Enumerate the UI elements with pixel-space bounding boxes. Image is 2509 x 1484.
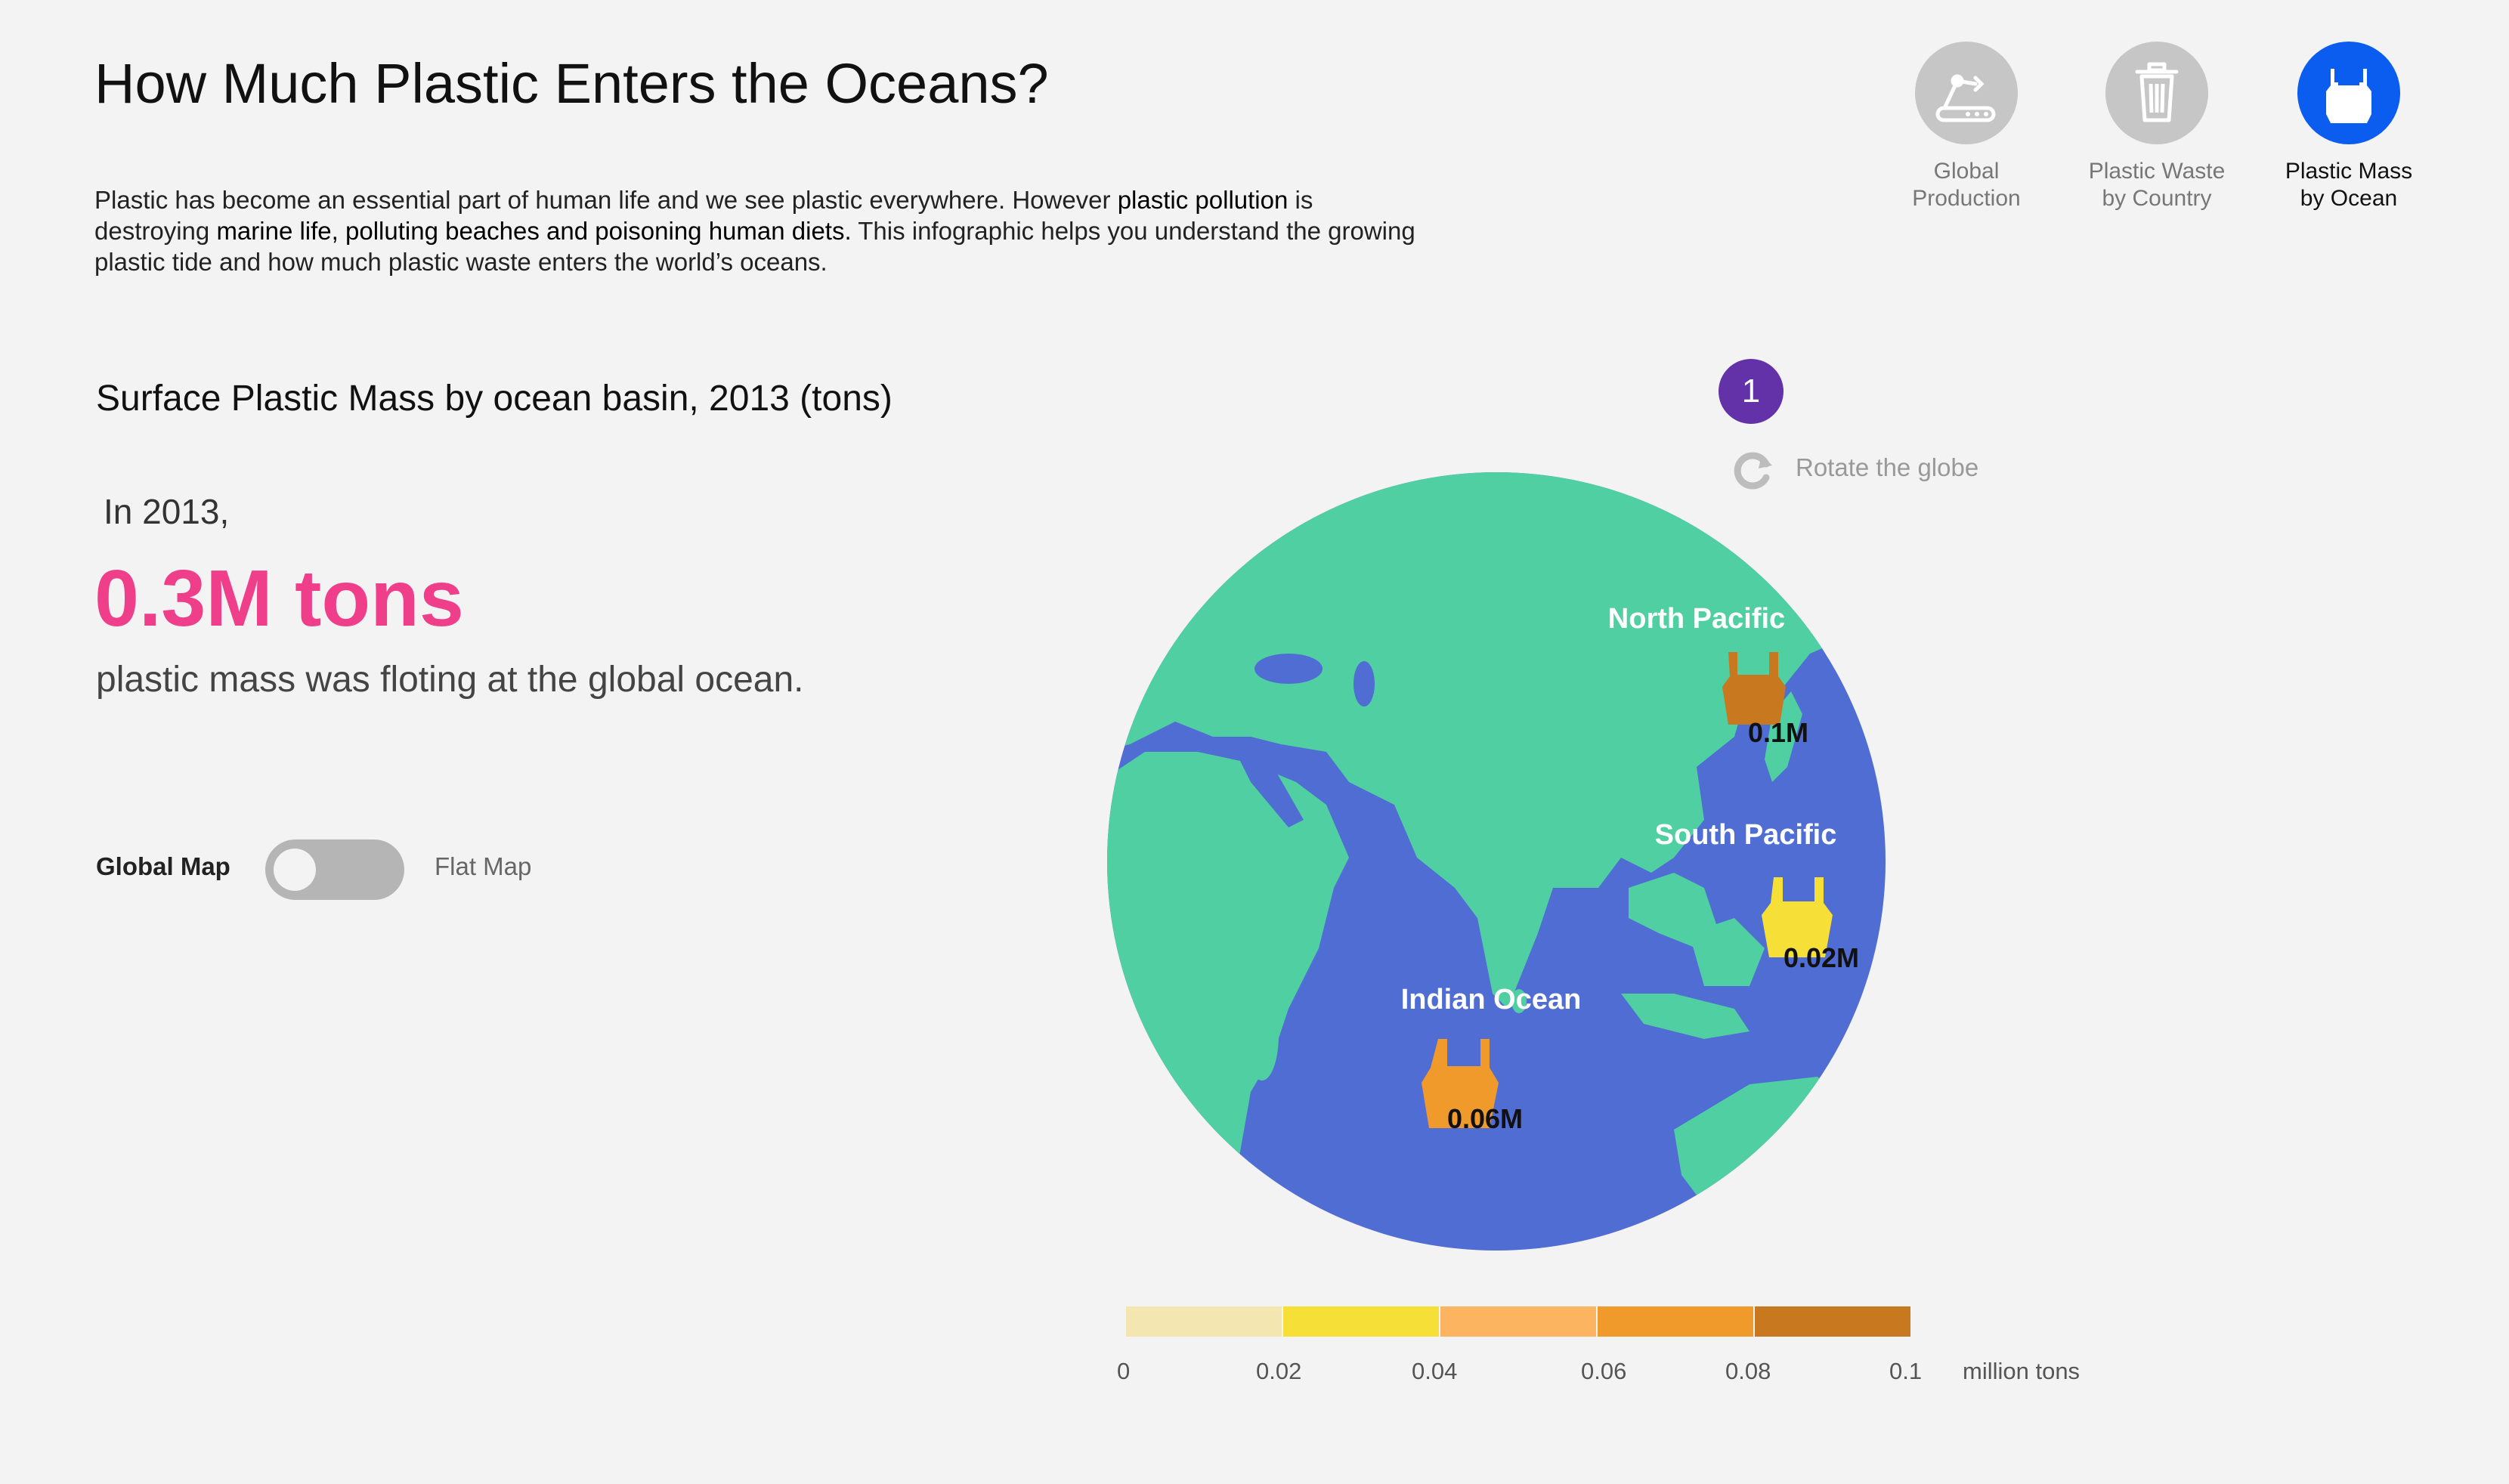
region-value: 0.02M xyxy=(1784,942,1859,973)
rotate-globe-label[interactable]: Rotate the globe xyxy=(1796,453,1979,481)
nav-label: Plastic Waste by Country xyxy=(2066,158,2248,212)
land-indonesia xyxy=(1621,994,1749,1039)
nav-label-line: by Country xyxy=(2102,186,2212,211)
nav-plastic-mass-by-ocean[interactable]: Plastic Mass by Ocean xyxy=(2258,42,2439,212)
region-label: South Pacific xyxy=(1655,819,1837,851)
legend-segment xyxy=(1283,1306,1439,1337)
plastic-bag-icon xyxy=(1762,877,1833,957)
intro-text-1: Plastic has become an essential part of … xyxy=(94,186,1118,214)
map-view-toggle[interactable] xyxy=(265,839,404,900)
marker-south-pacific[interactable]: South Pacific 0.02M xyxy=(1655,819,1859,973)
legend-tick: 0.08 xyxy=(1725,1358,1771,1384)
region-label: North Pacific xyxy=(1608,603,1785,635)
land-borneo xyxy=(1689,918,1765,986)
nav-circle xyxy=(2105,42,2208,144)
legend-tick: 0.04 xyxy=(1412,1358,1458,1384)
toggle-knob[interactable] xyxy=(274,849,316,891)
legend-segment xyxy=(1440,1306,1596,1337)
legend-unit: million tons xyxy=(1963,1358,2081,1384)
nav-label-line: Production xyxy=(1912,186,2021,211)
year-line: In 2013, xyxy=(104,492,230,531)
nav-label: Plastic Mass by Ocean xyxy=(2258,158,2439,212)
nav-label: Global Production xyxy=(1876,158,2057,212)
land-eurasia xyxy=(1107,472,1863,1009)
rotate-icon[interactable] xyxy=(1727,444,1778,496)
inland-waters xyxy=(1228,654,1387,858)
intro-highlight-1: plastic pollution xyxy=(1117,186,1289,214)
legend-segment xyxy=(1126,1306,1282,1337)
plastic-bag-icon xyxy=(1722,652,1786,725)
marker-north-pacific[interactable]: North Pacific 0.1M xyxy=(1608,603,1808,748)
plastic-bag-icon xyxy=(2326,69,2371,123)
region-value: 0.06M xyxy=(1447,1103,1523,1134)
legend-tick: 0.1 xyxy=(1889,1358,1923,1384)
total-mass-value: 0.3M tons xyxy=(94,554,464,643)
land-se-asia xyxy=(1629,873,1719,948)
nav-label-line: Global xyxy=(1933,159,2000,184)
land-sri-lanka xyxy=(1511,989,1527,1013)
intro-text-3: This infographic helps you understand th… xyxy=(94,217,1415,276)
intro-paragraph: Plastic has become an essential part of … xyxy=(94,184,1425,277)
legend-segment xyxy=(1598,1306,1753,1337)
legend-tick: 0.02 xyxy=(1256,1358,1302,1384)
nav-circle xyxy=(1915,42,2018,144)
intro-highlight-2: marine life, polluting beaches and poiso… xyxy=(216,217,852,245)
page-title: How Much Plastic Enters the Oceans? xyxy=(94,52,1049,115)
global-map-label[interactable]: Global Map xyxy=(96,852,230,880)
marker-indian-ocean[interactable]: Indian Ocean 0.06M xyxy=(1401,984,1582,1134)
legend-segment xyxy=(1755,1306,1910,1337)
land-madagascar xyxy=(1245,990,1279,1081)
nav-global-production[interactable]: Global Production xyxy=(1876,42,2057,212)
nav-label-line: Plastic Mass xyxy=(2285,159,2413,184)
region-label: Indian Ocean xyxy=(1401,984,1582,1016)
nav-label-line: by Ocean xyxy=(2300,186,2398,211)
legend-tick: 0.06 xyxy=(1581,1358,1627,1384)
globe[interactable]: North Pacific 0.1M South Pacific 0.02M I… xyxy=(1100,465,1893,1258)
trash-can-icon xyxy=(2135,62,2179,122)
nav-plastic-waste-by-country[interactable]: Plastic Waste by Country xyxy=(2066,42,2248,212)
factory-icon xyxy=(1935,74,1996,122)
flat-map-label[interactable]: Flat Map xyxy=(435,852,532,880)
region-value: 0.1M xyxy=(1748,717,1808,748)
nav-circle xyxy=(2297,42,2400,144)
legend-tick: 0 xyxy=(1117,1358,1131,1384)
nav-label-line: Plastic Waste xyxy=(2088,159,2226,184)
intro-text-2: is destroying xyxy=(94,186,1313,245)
plastic-bag-icon xyxy=(1422,1039,1499,1128)
total-mass-caption: plastic mass was floting at the global o… xyxy=(96,660,804,700)
chart-title: Surface Plastic Mass by ocean basin, 201… xyxy=(96,379,893,419)
step-badge: 1 xyxy=(1719,359,1784,424)
